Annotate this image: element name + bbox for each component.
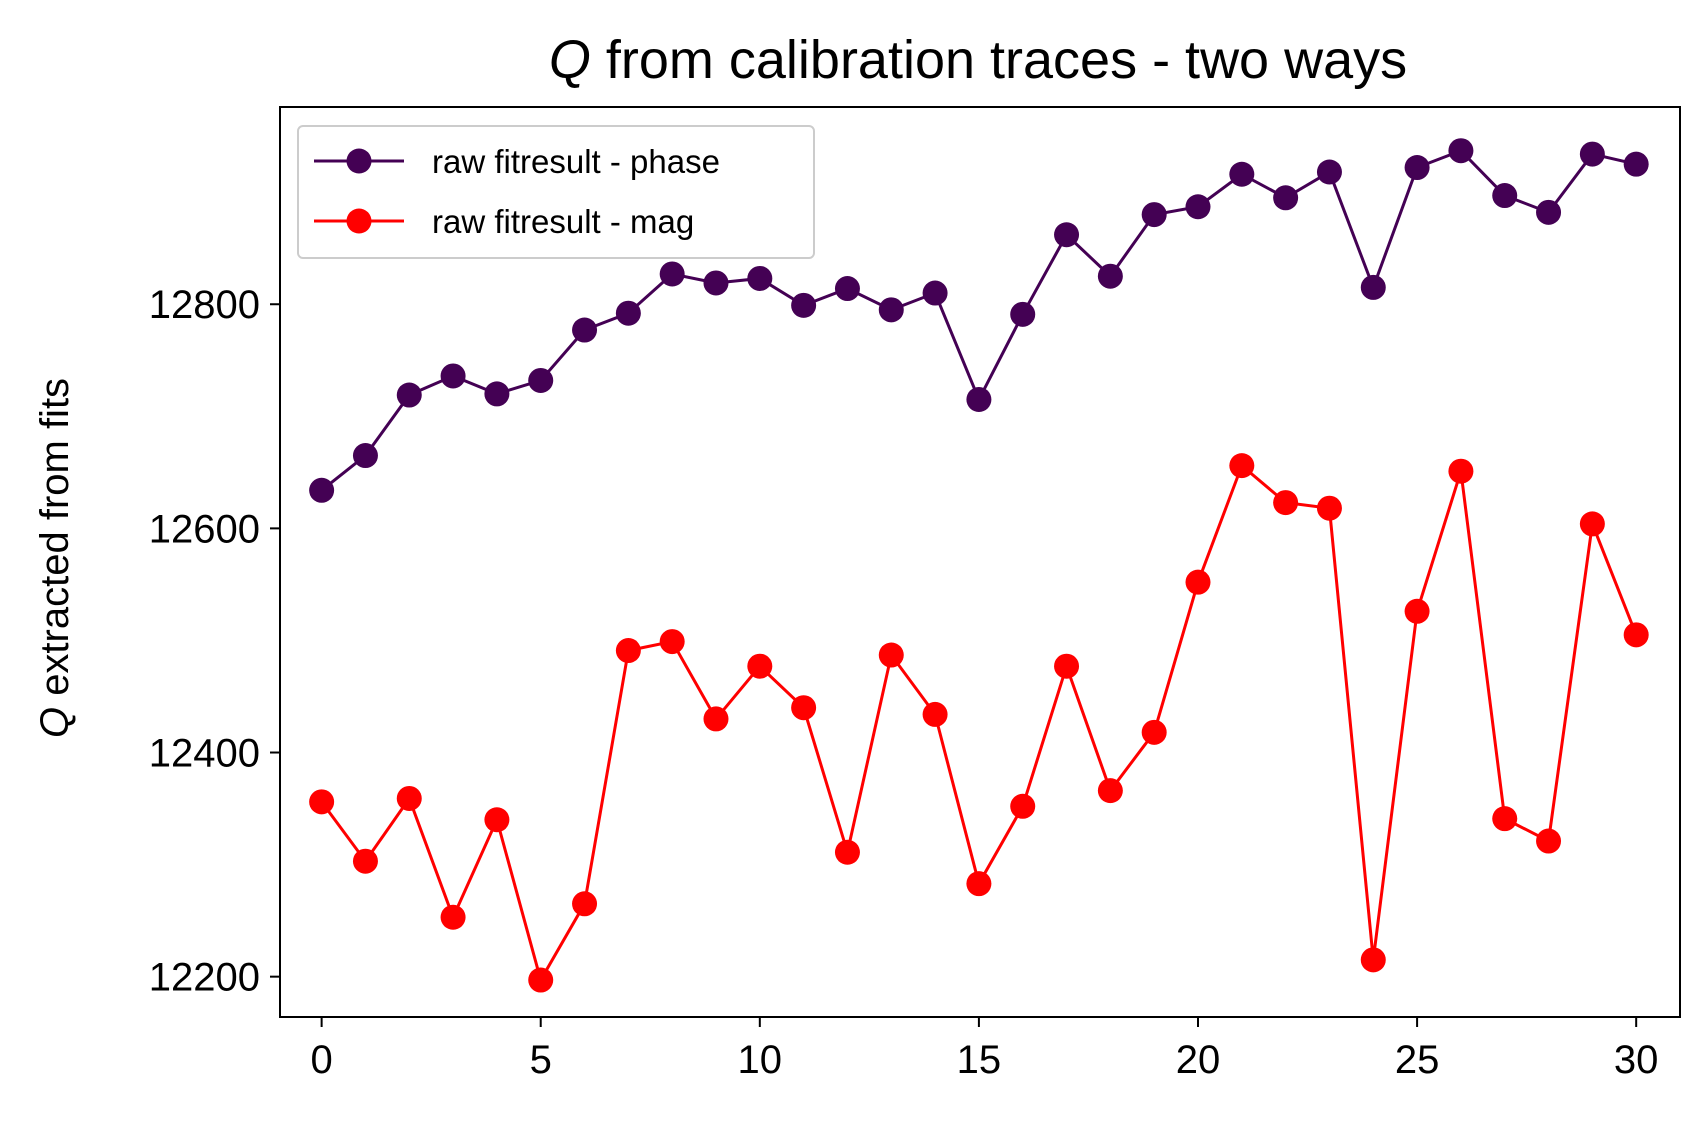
chart-title-symbol: Q [549, 30, 591, 90]
series-1-point [1185, 194, 1211, 220]
legend-label-1: raw fitresult - phase [432, 143, 720, 180]
series-1-point [396, 382, 422, 408]
series-2-point [1404, 598, 1430, 624]
series-1-point [1097, 263, 1123, 289]
series-2-point [1448, 458, 1474, 484]
y-tick-label: 12200 [149, 956, 260, 1000]
chart-title-text: from calibration traces - two ways [591, 30, 1407, 90]
axes: 0 5 10 15 20 25 30 12200 12400 12600 12800 [149, 106, 1681, 1082]
series-2-point [1360, 947, 1386, 973]
series-1-point [1054, 222, 1080, 248]
series-2-point [1536, 828, 1562, 854]
series-1-point [1360, 274, 1386, 300]
plot-area [309, 138, 1649, 993]
series-2-point [528, 967, 554, 993]
series-2-point [309, 789, 335, 815]
series-1-point [791, 292, 817, 318]
series-2-point [791, 695, 817, 721]
series-1-point [966, 387, 992, 412]
series-2-point [1623, 622, 1649, 648]
legend: raw fitresult - phase raw fitresult - mag [297, 125, 815, 259]
series-line-2 [320, 463, 1638, 984]
series-2-point [440, 904, 466, 930]
series-2-point [1054, 653, 1080, 679]
series-1-point [834, 276, 860, 302]
series-2-point [484, 807, 510, 833]
series-1-point [352, 443, 378, 469]
y-axis-label-symbol: Q [33, 707, 77, 738]
series-1-point [659, 261, 685, 287]
series-2-point [966, 871, 992, 897]
series-1-point [484, 381, 510, 407]
series-1-point [1010, 301, 1036, 327]
y-axis-label: Q extracted from fits [33, 378, 77, 738]
series-2-point [1316, 495, 1342, 521]
series-1-point [1141, 202, 1167, 228]
x-tick-label: 30 [1614, 1038, 1659, 1082]
series-2-point [922, 701, 948, 727]
x-tick-label: 15 [957, 1038, 1002, 1082]
series-2-point [615, 638, 641, 664]
series-2-point [1579, 511, 1605, 537]
y-tick-label: 12800 [149, 283, 260, 327]
series-1-point [1404, 155, 1430, 181]
series-1-point [1229, 161, 1255, 187]
series-1-point [615, 300, 641, 326]
x-tick-label: 0 [311, 1038, 333, 1082]
series-2-point [1010, 793, 1036, 819]
series-1-point [1448, 138, 1474, 164]
series-2-point [1273, 490, 1299, 516]
axes-frame [279, 106, 1681, 1018]
series-1-point [528, 367, 554, 393]
series-2-point [747, 653, 773, 679]
series-1-point [572, 317, 598, 343]
legend-marker-2 [346, 208, 372, 234]
series-2-point [352, 848, 378, 874]
x-tick-label: 5 [530, 1038, 552, 1082]
series-2-point [834, 839, 860, 865]
series-1-point [703, 270, 729, 296]
x-tick-label: 20 [1176, 1038, 1221, 1082]
x-tick-label: 25 [1395, 1038, 1440, 1082]
chart-title: Q from calibration traces - two ways [549, 30, 1407, 90]
series-2-point [396, 785, 422, 811]
series-1-point [1536, 199, 1562, 225]
legend-box [297, 125, 815, 259]
series-1-point [922, 280, 948, 306]
y-tick-label: 12400 [149, 732, 260, 776]
y-axis-label-text: extracted from fits [33, 378, 77, 707]
series-2-point [1492, 806, 1518, 832]
series-1-point [1492, 183, 1518, 209]
series-2-point [1185, 569, 1211, 595]
series-1-point [747, 265, 773, 291]
series-1-point [878, 297, 904, 323]
y-tick-label: 12600 [149, 507, 260, 551]
series-2-point [1097, 778, 1123, 804]
legend-marker-1 [346, 148, 372, 174]
series-1-point [1273, 185, 1299, 211]
series-2-point [572, 891, 598, 917]
series-1-point [309, 477, 335, 503]
series-1-point [1623, 151, 1649, 177]
series-2-point [703, 706, 729, 732]
legend-label-2: raw fitresult - mag [432, 203, 694, 240]
series-2-point [659, 629, 685, 655]
x-tick-label: 10 [738, 1038, 783, 1082]
series-1-point [440, 363, 466, 389]
series-1-point [1316, 159, 1342, 185]
series-1-point [1579, 141, 1605, 167]
series-2-point [1229, 453, 1255, 479]
series-2-point [1141, 719, 1167, 745]
series-2-point [878, 642, 904, 668]
